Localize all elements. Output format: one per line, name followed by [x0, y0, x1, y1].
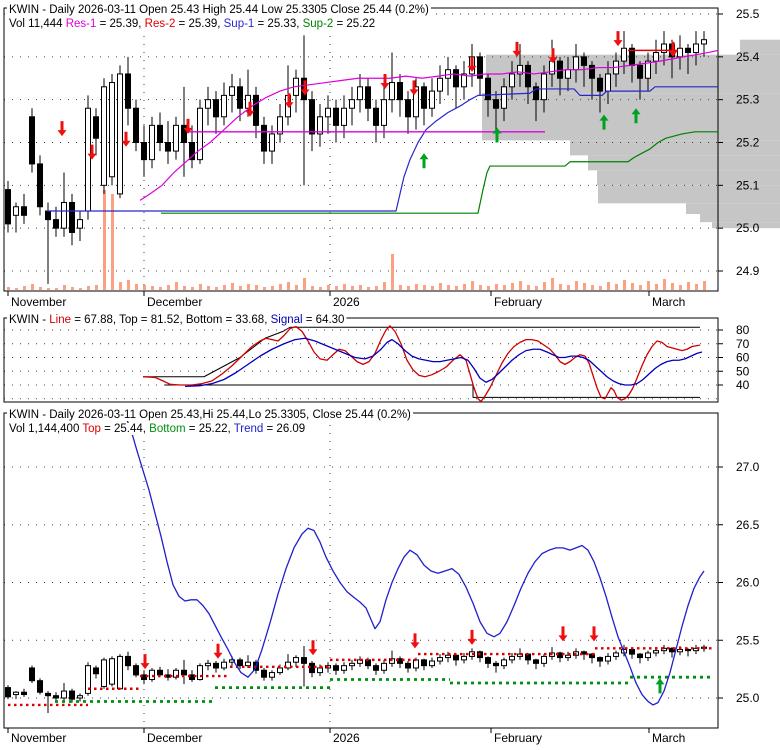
svg-text:November: November: [11, 731, 66, 745]
top-panel-title: KWIN - Daily 2026-03-11 Open 25.43 High …: [7, 4, 431, 16]
sell-signal-arrow-icon: [668, 41, 678, 57]
sell-signal-arrow-icon: [548, 48, 558, 64]
svg-text:25.0: 25.0: [736, 221, 760, 235]
candles-top-panel: [5, 31, 707, 284]
buy-signal-arrow-icon: [492, 127, 502, 143]
svg-text:40: 40: [736, 378, 750, 392]
svg-text:25.5: 25.5: [736, 633, 760, 647]
sell-signal-arrow-icon: [410, 633, 420, 649]
buy-signal-arrow-icon: [631, 108, 641, 124]
svg-text:24.9: 24.9: [736, 264, 760, 278]
sell-signal-arrow-icon: [467, 56, 477, 72]
svg-text:Vol 11,444 Res-1 = 25.39, Res-: Vol 11,444 Res-1 = 25.39, Res-2 = 25.39,…: [9, 18, 375, 30]
sell-signal-arrow-icon: [87, 144, 97, 160]
buy-signal-arrow-icon: [599, 114, 609, 130]
candles-bottom-panel: [5, 644, 707, 714]
sell-signal-arrow-icon: [57, 121, 67, 137]
sell-signal-arrow-icon: [409, 80, 419, 96]
sell-signal-arrow-icon: [589, 626, 599, 642]
svg-text:27.0: 27.0: [736, 460, 760, 474]
sell-signal-arrow-icon: [284, 93, 294, 109]
svg-text:March: March: [652, 731, 685, 745]
bottom-panel-title: KWIN - Daily 2026-03-11 Open 25.43,Hi 25…: [7, 409, 414, 421]
support-resistance-lines: [47, 49, 719, 214]
svg-text:60: 60: [736, 351, 750, 365]
sell-signal-arrow-icon: [613, 31, 623, 47]
sell-signal-arrow-icon: [558, 626, 568, 642]
svg-text:KWIN - Daily 2026-03-11 Open 2: KWIN - Daily 2026-03-11 Open 25.43 High …: [9, 4, 429, 16]
sell-signal-arrow-icon: [183, 118, 193, 134]
svg-text:25.3: 25.3: [736, 93, 760, 107]
oscillator-panel-title: KWIN - Line = 67.88, Top = 81.52, Bottom…: [7, 314, 347, 326]
sell-signal-arrow-icon: [308, 640, 318, 656]
sell-signal-arrow-icon: [380, 73, 390, 89]
svg-text:KWIN - Daily 2026-03-11 Open 2: KWIN - Daily 2026-03-11 Open 25.43,Hi 25…: [9, 409, 411, 421]
bottom-panel-indicator-values: Vol 1,144,400 Top = 25.44, Bottom = 25.2…: [7, 423, 308, 435]
sell-signal-arrow-icon: [245, 101, 255, 117]
volume-bars: [7, 190, 706, 290]
trend-and-channel-lines: [8, 414, 712, 707]
svg-text:26.5: 26.5: [736, 518, 760, 532]
svg-text:February: February: [494, 295, 542, 309]
sell-signal-arrow-icon: [300, 80, 310, 96]
svg-text:November: November: [11, 295, 66, 309]
sell-signal-arrow-icon: [467, 629, 477, 645]
svg-text:December: December: [147, 731, 202, 745]
svg-text:December: December: [147, 295, 202, 309]
svg-text:2026: 2026: [333, 731, 360, 745]
sell-signal-arrow-icon: [213, 643, 223, 659]
svg-text:2026: 2026: [333, 295, 360, 309]
svg-text:KWIN - Line = 67.88, Top = 81.: KWIN - Line = 67.88, Top = 81.52, Bottom…: [9, 314, 344, 326]
svg-text:25.2: 25.2: [736, 135, 760, 149]
svg-text:50: 50: [736, 364, 750, 378]
svg-text:25.4: 25.4: [736, 50, 760, 64]
svg-text:80: 80: [736, 323, 750, 337]
sell-signal-arrow-icon: [140, 654, 150, 670]
svg-text:26.0: 26.0: [736, 576, 760, 590]
oscillator-lines: [142, 325, 703, 403]
signal-arrows-top-panel: [57, 31, 678, 169]
sell-signal-arrow-icon: [121, 131, 131, 147]
sell-signal-arrow-icon: [512, 41, 522, 57]
buy-signal-arrow-icon: [419, 153, 429, 169]
svg-text:25.5: 25.5: [736, 7, 760, 21]
buy-signal-arrow-icon: [655, 678, 665, 694]
svg-text:March: March: [652, 295, 685, 309]
svg-text:25.0: 25.0: [736, 691, 760, 705]
svg-text:70: 70: [736, 337, 750, 351]
top-panel-indicator-values: Vol 11,444 Res-1 = 25.39, Res-2 = 25.39,…: [7, 18, 378, 30]
time-axis: November November December December 2026 2026…: [7, 291, 685, 745]
svg-text:February: February: [494, 731, 542, 745]
svg-text:25.1: 25.1: [736, 178, 760, 192]
svg-text:Vol 1,144,400 Top = 25.44, Bot: Vol 1,144,400 Top = 25.44, Bottom = 25.2…: [9, 423, 305, 435]
signal-arrows-bottom-panel: [140, 626, 665, 694]
